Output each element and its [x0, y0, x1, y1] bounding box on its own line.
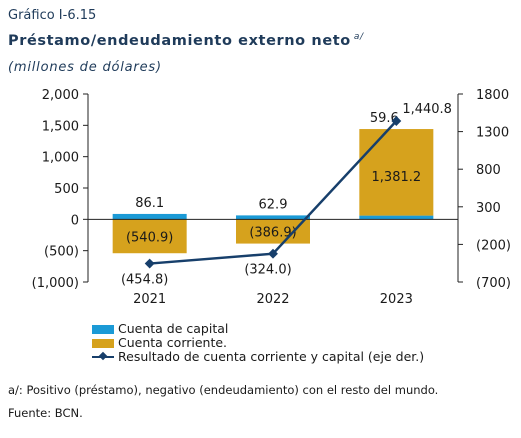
y-left-tick-label: 2,000 — [42, 88, 79, 103]
y-right-tick-label: (700) — [476, 276, 511, 291]
x-tick-label: 2021 — [133, 292, 166, 307]
legend-label-resultado: Resultado de cuenta corriente y capital … — [118, 349, 425, 364]
legend-line-resultado — [92, 356, 114, 358]
data-label-resultado: 1,440.8 — [402, 102, 452, 117]
y-left-tick-label: (500) — [44, 245, 79, 260]
bar-corriente — [112, 219, 187, 254]
bar-corriente — [359, 129, 434, 216]
chart-label: Gráfico I-6.15 — [8, 8, 97, 23]
y-right-tick-label: 800 — [476, 163, 501, 178]
bar-corriente — [236, 219, 310, 244]
title-footnote-mark: a/ — [353, 32, 364, 42]
y-left-tick-label: (1,000) — [32, 276, 79, 291]
chart-unit: (millones de dólares) — [8, 60, 162, 75]
data-label-capital: 59.6 — [370, 111, 399, 126]
legend-label-corriente: Cuenta corriente. — [118, 335, 228, 350]
data-label-resultado: (324.0) — [244, 263, 291, 278]
data-label-corriente: (386.9) — [249, 225, 296, 240]
data-label-corriente: (540.9) — [126, 230, 173, 245]
legend-item-capital: Cuenta de capital — [92, 322, 424, 336]
y-left-tick-label: 500 — [54, 182, 79, 197]
data-label-resultado: (454.8) — [121, 273, 168, 288]
y-left-tick-label: 1,500 — [42, 119, 79, 134]
x-tick-label: 2023 — [380, 292, 413, 307]
x-tick-label: 2022 — [256, 292, 289, 307]
y-right-tick-label: 1800 — [476, 88, 509, 103]
bar-capital — [359, 215, 434, 220]
line-point-resultado — [144, 258, 155, 269]
y-left-tick-label: 1,000 — [42, 151, 79, 166]
footnote: a/: Positivo (préstamo), negativo (endeu… — [8, 383, 439, 397]
y-right-tick-label: 300 — [476, 201, 501, 216]
data-label-capital: 62.9 — [259, 197, 288, 212]
y-right-tick-label: 1300 — [476, 126, 509, 141]
chart-title: Préstamo/endeudamiento externo neto a/ — [8, 32, 364, 49]
bar-capital — [112, 213, 187, 220]
data-label-corriente: 1,381.2 — [372, 170, 422, 185]
chart-title-text: Préstamo/endeudamiento externo neto — [8, 32, 351, 49]
legend-swatch-capital — [92, 324, 114, 334]
data-label-capital: 86.1 — [135, 196, 164, 211]
legend-label-capital: Cuenta de capital — [118, 321, 229, 336]
bar-capital — [236, 215, 310, 220]
line-point-resultado — [268, 248, 278, 259]
source-note: Fuente: BCN. — [8, 406, 83, 420]
legend-item-resultado: Resultado de cuenta corriente y capital … — [92, 350, 424, 364]
legend-item-corriente: Cuenta corriente. — [92, 336, 424, 350]
legend-swatch-corriente — [92, 338, 114, 348]
y-left-tick-label: 0 — [71, 213, 79, 228]
chart-legend: Cuenta de capital Cuenta corriente. Resu… — [92, 322, 424, 364]
y-right-tick-label: (200) — [476, 238, 511, 253]
